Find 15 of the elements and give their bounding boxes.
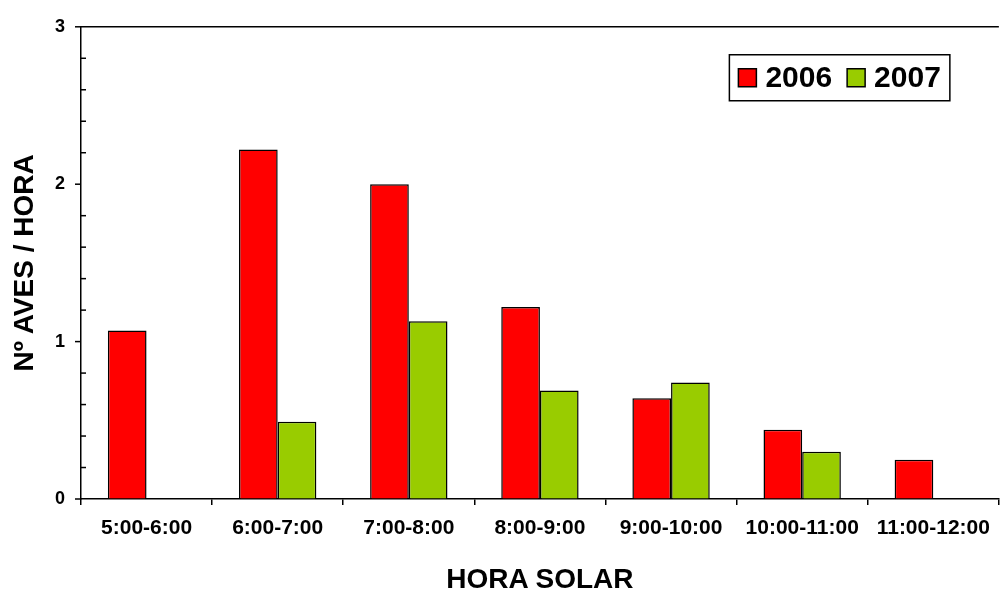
y-tick-label: 1 (54, 330, 65, 351)
y-axis-title: Nº AVES / HORA (7, 154, 39, 372)
x-tick-label: 11:00-12:00 (876, 515, 990, 539)
legend-label: 2006 (765, 60, 833, 94)
x-tick-label: 10:00-11:00 (745, 515, 859, 539)
x-tick-label: 8:00-9:00 (494, 515, 586, 539)
x-tick-label: 5:00-6:00 (101, 515, 193, 539)
y-tick-label: 2 (54, 173, 65, 194)
x-axis-title: HORA SOLAR (446, 562, 634, 594)
x-tick-label: 9:00-10:00 (619, 515, 723, 539)
x-tick-label: 7:00-8:00 (363, 515, 455, 539)
y-tick-label: 0 (54, 487, 65, 508)
y-tick-label: 3 (54, 15, 65, 36)
x-tick-label: 6:00-7:00 (232, 515, 324, 539)
legend-label: 2007 (874, 60, 941, 94)
